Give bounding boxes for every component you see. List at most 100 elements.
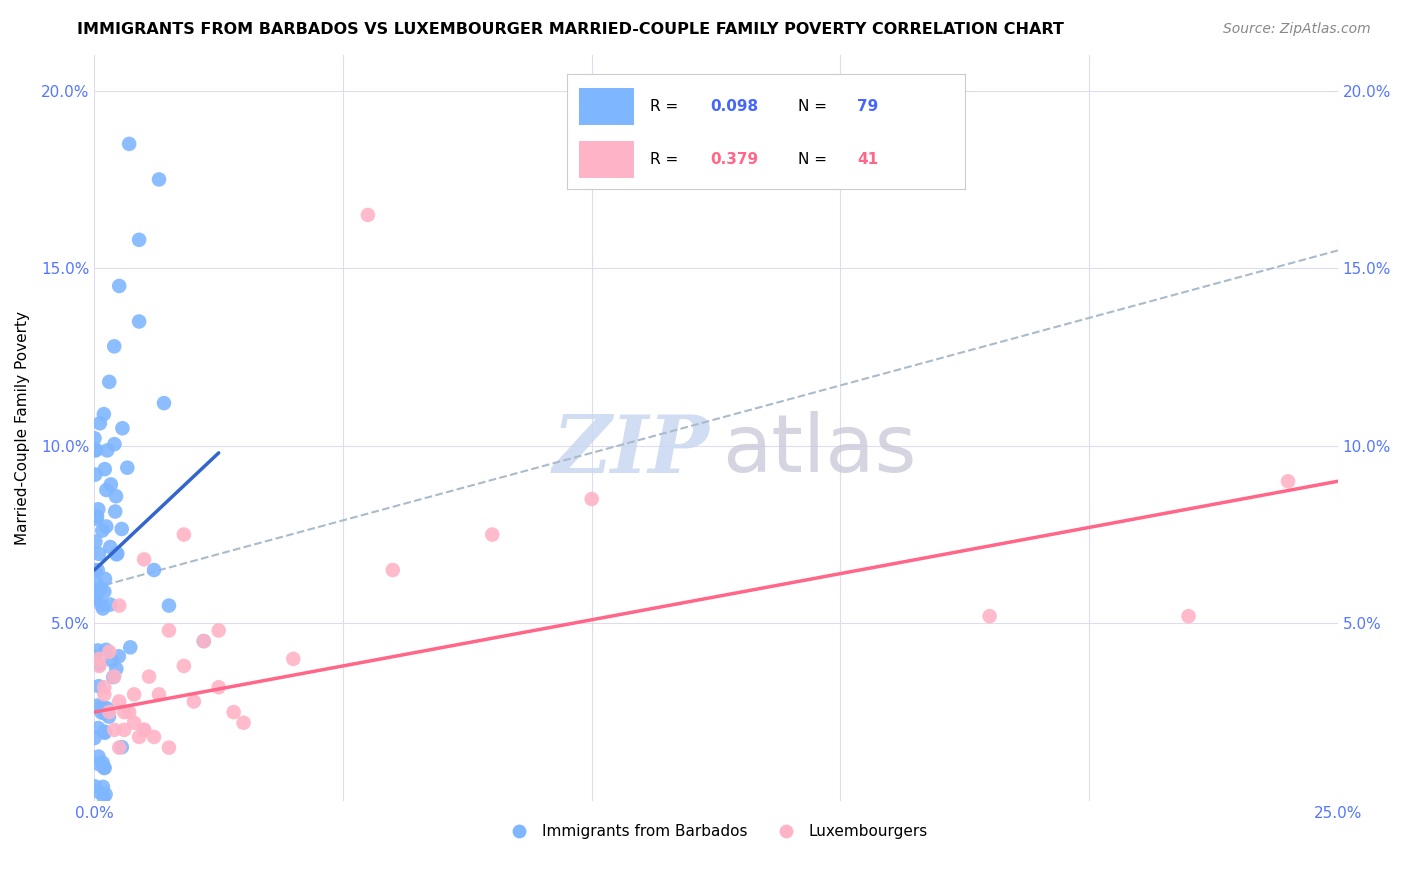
Point [232,715,254,730]
Text: atlas: atlas [723,411,917,490]
Point [96,483,118,497]
Point [148,687,170,701]
Point [90,699,112,714]
Point [108,279,131,293]
Point [111,522,134,536]
Point [86,563,108,577]
Point [100,653,122,667]
Point [89,659,111,673]
Point [103,723,125,737]
Point [91,780,114,794]
Point [153,396,176,410]
Point [86,698,108,713]
Point [132,723,155,737]
Point [98,709,121,723]
Point [84,576,107,591]
Point [87,757,110,772]
Legend: Immigrants from Barbados, Luxembourgers: Immigrants from Barbados, Luxembourgers [498,818,934,846]
Point [208,680,231,694]
Point [122,715,145,730]
Point [98,645,121,659]
Point [143,730,166,744]
Point [89,417,111,431]
Point [91,601,114,615]
Point [111,740,134,755]
Point [83,779,105,793]
Point [83,563,105,577]
Point [87,721,110,735]
Point [84,591,107,606]
Point [357,208,380,222]
Point [93,760,115,774]
Point [96,701,118,715]
Point [108,599,131,613]
Point [96,519,118,533]
Point [93,584,115,599]
Point [89,652,111,666]
Point [90,598,112,612]
Point [87,657,110,672]
Point [94,572,117,586]
Point [108,694,131,708]
Point [104,504,127,518]
Point [84,650,107,665]
Point [83,731,105,745]
Point [94,642,117,657]
Point [93,761,115,775]
Point [157,624,180,638]
Point [283,652,305,666]
Point [979,609,1001,624]
Point [193,634,215,648]
Point [118,136,141,151]
Point [208,624,231,638]
Point [112,705,135,719]
Point [108,649,131,664]
Point [128,314,150,328]
Point [94,462,117,476]
Point [90,706,112,720]
Point [103,670,125,684]
Point [183,694,205,708]
Point [103,339,125,353]
Point [91,524,114,538]
Point [128,730,150,744]
Point [84,534,107,549]
Point [93,725,115,739]
Y-axis label: Married-Couple Family Poverty: Married-Couple Family Poverty [15,311,30,545]
Text: IMMIGRANTS FROM BARBADOS VS LUXEMBOURGER MARRIED-COUPLE FAMILY POVERTY CORRELATI: IMMIGRANTS FROM BARBADOS VS LUXEMBOURGER… [77,22,1064,37]
Point [94,788,117,802]
Point [111,421,134,435]
Point [105,547,128,561]
Point [108,740,131,755]
Point [93,407,115,421]
Point [90,582,112,596]
Point [84,443,107,458]
Point [86,509,108,524]
Point [132,552,155,566]
Point [87,643,110,657]
Point [173,527,195,541]
Point [100,477,122,491]
Point [93,680,115,694]
Point [120,640,142,655]
Point [157,740,180,755]
Point [83,431,105,445]
Point [157,599,180,613]
Point [84,590,107,604]
Point [86,784,108,798]
Point [193,634,215,648]
Point [132,723,155,737]
Point [96,443,118,458]
Point [481,527,503,541]
Point [91,756,114,770]
Text: ZIP: ZIP [553,411,710,489]
Point [148,172,170,186]
Point [98,375,121,389]
Point [98,705,121,719]
Point [118,705,141,719]
Point [105,547,128,561]
Point [381,563,404,577]
Point [1277,475,1299,489]
Point [93,724,115,739]
Point [581,491,603,506]
